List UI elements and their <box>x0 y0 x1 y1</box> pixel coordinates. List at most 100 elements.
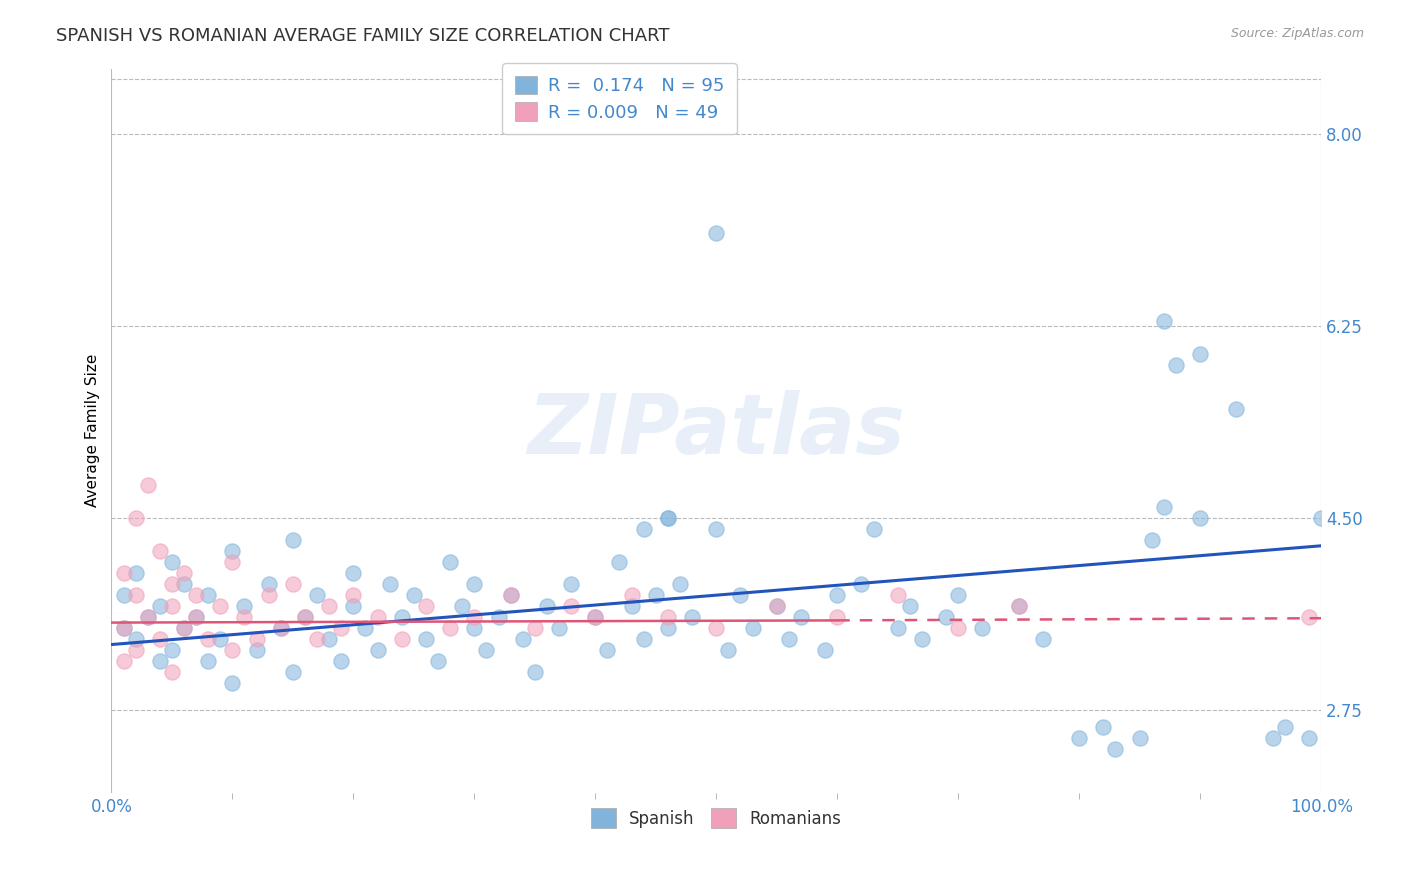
Point <box>149 632 172 646</box>
Point <box>1140 533 1163 548</box>
Point <box>704 522 727 536</box>
Point <box>149 599 172 614</box>
Point <box>765 599 787 614</box>
Point <box>488 610 510 624</box>
Point <box>1189 347 1212 361</box>
Point <box>583 610 606 624</box>
Point <box>1008 599 1031 614</box>
Point <box>669 577 692 591</box>
Point <box>451 599 474 614</box>
Point <box>1310 511 1333 525</box>
Point <box>197 654 219 668</box>
Point <box>1189 511 1212 525</box>
Point <box>415 599 437 614</box>
Point <box>124 643 146 657</box>
Point <box>704 226 727 240</box>
Point <box>657 621 679 635</box>
Point <box>160 577 183 591</box>
Point <box>209 632 232 646</box>
Point <box>149 654 172 668</box>
Point <box>439 621 461 635</box>
Point <box>560 577 582 591</box>
Point <box>1164 358 1187 372</box>
Point <box>887 588 910 602</box>
Point <box>657 511 679 525</box>
Point <box>1032 632 1054 646</box>
Point <box>1092 720 1115 734</box>
Point <box>184 588 207 602</box>
Text: SPANISH VS ROMANIAN AVERAGE FAMILY SIZE CORRELATION CHART: SPANISH VS ROMANIAN AVERAGE FAMILY SIZE … <box>56 27 669 45</box>
Point <box>270 621 292 635</box>
Point <box>124 511 146 525</box>
Point <box>124 588 146 602</box>
Point <box>475 643 498 657</box>
Point <box>294 610 316 624</box>
Point <box>1129 731 1152 745</box>
Point <box>972 621 994 635</box>
Point <box>307 588 329 602</box>
Point <box>415 632 437 646</box>
Point <box>609 555 631 569</box>
Point <box>596 643 619 657</box>
Point <box>124 632 146 646</box>
Point <box>342 599 364 614</box>
Point <box>378 577 401 591</box>
Point <box>463 577 485 591</box>
Point <box>330 654 353 668</box>
Point <box>318 599 340 614</box>
Point <box>825 588 848 602</box>
Point <box>523 665 546 679</box>
Point <box>536 599 558 614</box>
Point <box>851 577 873 591</box>
Point <box>948 621 970 635</box>
Point <box>499 588 522 602</box>
Point <box>245 643 267 657</box>
Point <box>281 577 304 591</box>
Point <box>221 555 243 569</box>
Point <box>197 588 219 602</box>
Point <box>354 621 377 635</box>
Point <box>160 643 183 657</box>
Point <box>1225 401 1247 416</box>
Point <box>948 588 970 602</box>
Point <box>512 632 534 646</box>
Y-axis label: Average Family Size: Average Family Size <box>86 354 100 508</box>
Point <box>233 610 256 624</box>
Point <box>160 555 183 569</box>
Point <box>197 632 219 646</box>
Point <box>221 544 243 558</box>
Point <box>704 621 727 635</box>
Point <box>342 588 364 602</box>
Point <box>257 577 280 591</box>
Point <box>499 588 522 602</box>
Text: Source: ZipAtlas.com: Source: ZipAtlas.com <box>1230 27 1364 40</box>
Legend: Spanish, Romanians: Spanish, Romanians <box>585 801 848 835</box>
Point <box>136 610 159 624</box>
Point <box>862 522 884 536</box>
Point <box>681 610 703 624</box>
Point <box>270 621 292 635</box>
Point <box>790 610 813 624</box>
Point <box>463 610 485 624</box>
Point <box>257 588 280 602</box>
Point <box>173 577 195 591</box>
Point <box>620 599 643 614</box>
Point <box>1298 610 1320 624</box>
Point <box>136 478 159 492</box>
Point <box>402 588 425 602</box>
Point <box>173 621 195 635</box>
Point <box>391 632 413 646</box>
Point <box>391 610 413 624</box>
Point <box>427 654 450 668</box>
Point <box>633 522 655 536</box>
Point <box>112 654 135 668</box>
Point <box>523 621 546 635</box>
Point <box>149 544 172 558</box>
Point <box>620 588 643 602</box>
Point <box>548 621 571 635</box>
Point <box>1261 731 1284 745</box>
Point <box>887 621 910 635</box>
Point <box>657 511 679 525</box>
Point <box>112 621 135 635</box>
Point <box>233 599 256 614</box>
